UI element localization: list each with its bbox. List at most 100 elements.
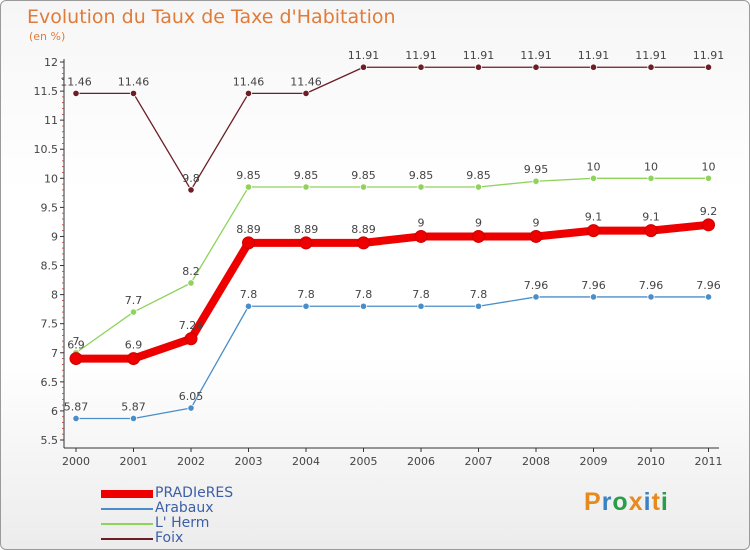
data-point [647, 293, 655, 301]
data-label: 7.96 [581, 279, 606, 292]
x-tick-label: 2007 [465, 455, 493, 468]
data-point [704, 174, 713, 182]
series-line [75, 66, 710, 191]
y-tick-label: 10 [44, 172, 58, 185]
data-label: 7.8 [412, 288, 430, 301]
data-point [474, 63, 483, 71]
data-label: 10 [644, 160, 658, 173]
data-label: 10 [702, 160, 716, 173]
data-label: 7.8 [470, 288, 488, 301]
x-tick-label: 2000 [62, 455, 90, 468]
data-point [129, 414, 138, 423]
data-point [644, 224, 658, 238]
data-point [587, 224, 600, 238]
data-point [474, 302, 483, 310]
data-label: 11.46 [290, 75, 322, 88]
y-tick-label: 11.5 [34, 85, 59, 98]
legend-label-lherm: L' Herm [155, 515, 210, 531]
data-point [129, 308, 138, 316]
logo-letter: r [601, 488, 613, 516]
data-label: 8.89 [294, 223, 319, 236]
data-label: 11.91 [693, 49, 725, 62]
data-point [417, 302, 425, 310]
data-point [589, 63, 598, 71]
logo-letter: o [612, 488, 629, 516]
data-label: 9.8 [182, 172, 200, 185]
data-label: 11.91 [405, 49, 437, 62]
x-tick-label: 2008 [522, 455, 550, 468]
data-label: 8.89 [351, 223, 376, 236]
data-label: 11.91 [348, 49, 380, 62]
data-point [357, 236, 370, 250]
series-line [75, 296, 710, 420]
y-tick-label: 7.5 [41, 318, 59, 331]
data-label: 7.8 [297, 288, 315, 301]
data-label: 9.85 [409, 169, 434, 182]
data-label: 6.9 [125, 339, 143, 352]
data-label: 6.05 [179, 390, 204, 403]
data-point [244, 89, 253, 98]
legend-swatch-foix [101, 538, 153, 540]
data-label: 9.85 [236, 169, 261, 182]
x-tick-label: 2003 [235, 455, 263, 468]
data-label: 7 [73, 335, 80, 348]
data-point [359, 63, 368, 71]
logo-letter: t [651, 488, 661, 516]
series-line [72, 220, 713, 363]
data-label: 11.46 [233, 75, 265, 88]
data-point [532, 177, 540, 185]
y-tick-label: 9 [51, 230, 58, 243]
y-tick-label: 7 [51, 347, 58, 360]
data-label: 9.2 [700, 205, 718, 218]
legend-swatch-pradieres [101, 490, 153, 498]
data-label: 5.87 [121, 400, 146, 413]
data-point [187, 279, 195, 287]
y-tick-label: 9.5 [41, 201, 59, 214]
data-point [127, 352, 140, 366]
data-point [472, 229, 485, 243]
data-label: 11.46 [118, 75, 150, 88]
data-label: 9 [533, 216, 540, 229]
x-tick-label: 2009 [580, 455, 608, 468]
data-label: 9.85 [466, 169, 491, 182]
data-label: 10 [587, 160, 601, 173]
data-point [129, 89, 138, 98]
data-label: 9 [475, 216, 482, 229]
y-tick-label: 5.5 [41, 434, 59, 447]
y-unit-label: (en %) [29, 30, 66, 43]
data-label: 11.46 [60, 75, 92, 88]
data-label: 9.85 [351, 169, 376, 182]
data-point [589, 174, 598, 182]
y-tick-label: 6 [51, 405, 58, 418]
data-point [302, 89, 310, 98]
data-label: 9.1 [642, 211, 660, 224]
data-point [359, 183, 368, 191]
data-point [72, 89, 80, 98]
data-point [702, 218, 715, 232]
data-label: 7.96 [639, 279, 664, 292]
data-label: 9.85 [294, 169, 319, 182]
data-label: 9 [418, 216, 425, 229]
x-tick-label: 2002 [177, 455, 205, 468]
data-point [647, 63, 655, 71]
data-point [187, 186, 195, 194]
data-point [414, 229, 428, 243]
y-tick-label: 6.5 [41, 376, 59, 389]
data-point [184, 332, 198, 346]
data-label: 7.96 [696, 279, 721, 292]
data-label: 11.91 [635, 49, 667, 62]
legend-label-arabaux: Arabaux [155, 500, 214, 516]
y-tick-label: 8 [51, 289, 58, 302]
data-label: 8.89 [236, 223, 261, 236]
data-point [359, 302, 368, 310]
x-tick-label: 2001 [120, 455, 148, 468]
x-tick-label: 2011 [695, 455, 723, 468]
chart-title: Evolution du Taux de Taxe d'Habitation [27, 6, 396, 28]
legend-label-foix: Foix [155, 530, 184, 546]
data-point [242, 236, 255, 250]
data-point [532, 293, 540, 301]
data-point [244, 183, 253, 191]
data-label: 7.8 [355, 288, 373, 301]
data-label: 11.91 [520, 49, 552, 62]
